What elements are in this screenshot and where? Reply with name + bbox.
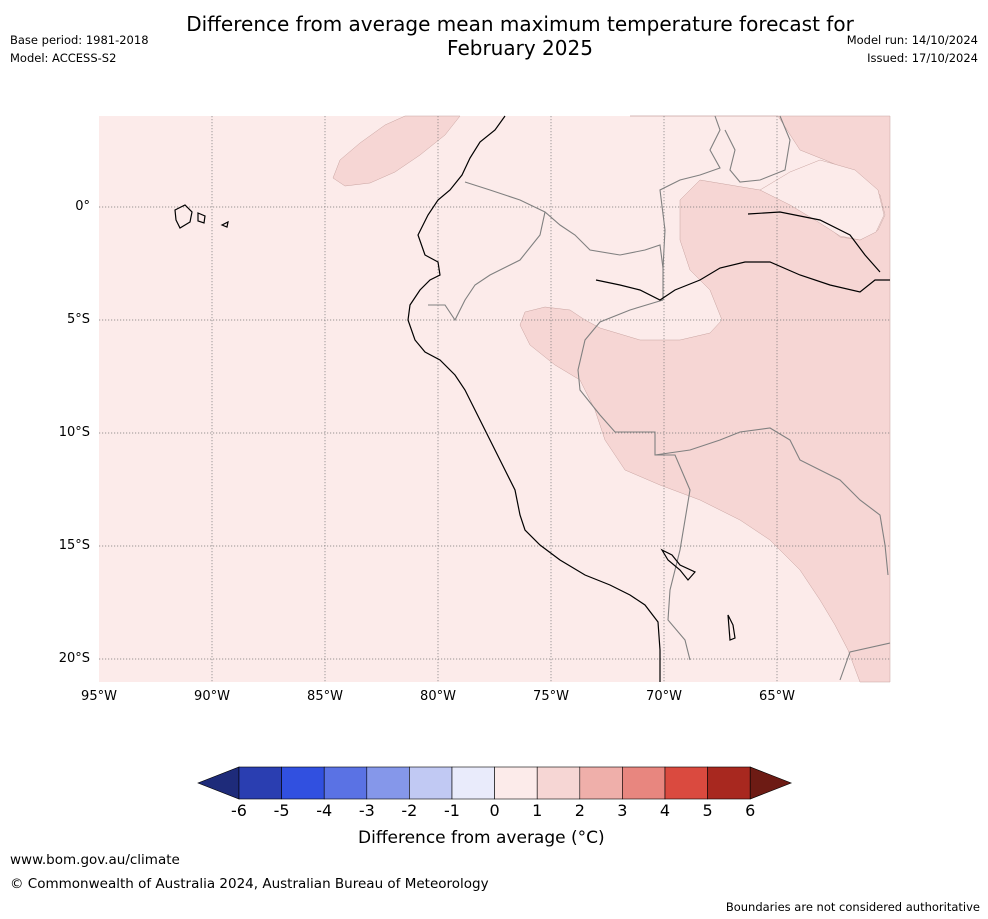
map-title: Difference from average mean maximum tem…: [0, 12, 988, 60]
colorbar-tick-label: -4: [316, 801, 333, 820]
title-line-2: February 2025: [447, 36, 593, 60]
model-name: Model: ACCESS-S2: [10, 51, 117, 65]
website-url: www.bom.gov.au/climate: [10, 852, 180, 868]
colorbar-segment: [409, 766, 453, 800]
colorbar-title: Difference from average (°C): [358, 828, 605, 848]
base-period: Base period: 1981-2018: [10, 33, 149, 47]
lon-label-90w: 90°W: [194, 689, 230, 704]
anomaly-band-ocean-north: [332, 115, 461, 187]
lat-label-15s: 15°S: [58, 538, 90, 553]
colorbar-tick-label: -2: [401, 801, 418, 820]
colorbar-tick-label: 5: [702, 801, 713, 820]
issued-date: Issued: 17/10/2024: [867, 51, 978, 65]
meta-left: Base period: 1981-2018 Model: ACCESS-S2: [10, 31, 149, 67]
lat-label-0: 0°: [75, 199, 90, 214]
colorbar-segment: [664, 766, 708, 800]
colorbar-segment: [323, 766, 368, 800]
copyright: © Commonwealth of Australia 2024, Austra…: [10, 876, 489, 892]
colorbar-tick-label: -5: [273, 801, 290, 820]
colorbar-segment: [707, 766, 751, 800]
colorbar-segment: [238, 766, 282, 800]
colorbar-tick-label: 1: [532, 801, 543, 820]
colorbar-tick-label: 2: [574, 801, 585, 820]
title-line-1: Difference from average mean maximum tem…: [186, 12, 854, 36]
colorbar-segment: [281, 766, 325, 800]
colorbar-tick-label: -1: [444, 801, 460, 820]
colorbar-segment: [494, 766, 538, 800]
lon-label-85w: 85°W: [307, 689, 343, 704]
country-borders: [428, 115, 891, 681]
colorbar-segment: [536, 766, 581, 800]
lat-label-10s: 10°S: [58, 425, 90, 440]
coastlines: [174, 115, 890, 682]
lon-label-70w: 70°W: [646, 689, 682, 704]
anomaly-band-inner-east: [759, 159, 885, 241]
colorbar-tick-label: -6: [231, 801, 247, 820]
lat-label-5s: 5°S: [66, 312, 90, 327]
colorbar-tick-label: 6: [745, 801, 756, 820]
colorbar-tick-label: 3: [617, 801, 628, 820]
colorbar-segment: [366, 766, 410, 800]
colorbar-extend-low: [197, 766, 240, 800]
disclaimer: Boundaries are not considered authoritat…: [725, 900, 980, 914]
colorbar-tick-label: -3: [358, 801, 375, 820]
lon-label-95w: 95°W: [81, 689, 117, 704]
colorbar-tick-label: 4: [659, 801, 671, 820]
lon-label-75w: 75°W: [533, 689, 569, 704]
lat-label-20s: 20°S: [58, 651, 90, 666]
meta-right: Model run: 14/10/2024 Issued: 17/10/2024: [847, 31, 978, 67]
colorbar-tick-label: 0: [489, 801, 500, 820]
colorbar-segment: [622, 766, 666, 800]
colorbar-extend-high: [749, 766, 793, 800]
colorbar-segment: [451, 766, 495, 800]
lon-label-65w: 65°W: [759, 689, 795, 704]
colorbar: [197, 766, 793, 800]
colorbar-segment: [579, 766, 623, 800]
model-run: Model run: 14/10/2024: [846, 33, 978, 47]
graticule: [99, 116, 890, 682]
lon-label-80w: 80°W: [420, 689, 456, 704]
